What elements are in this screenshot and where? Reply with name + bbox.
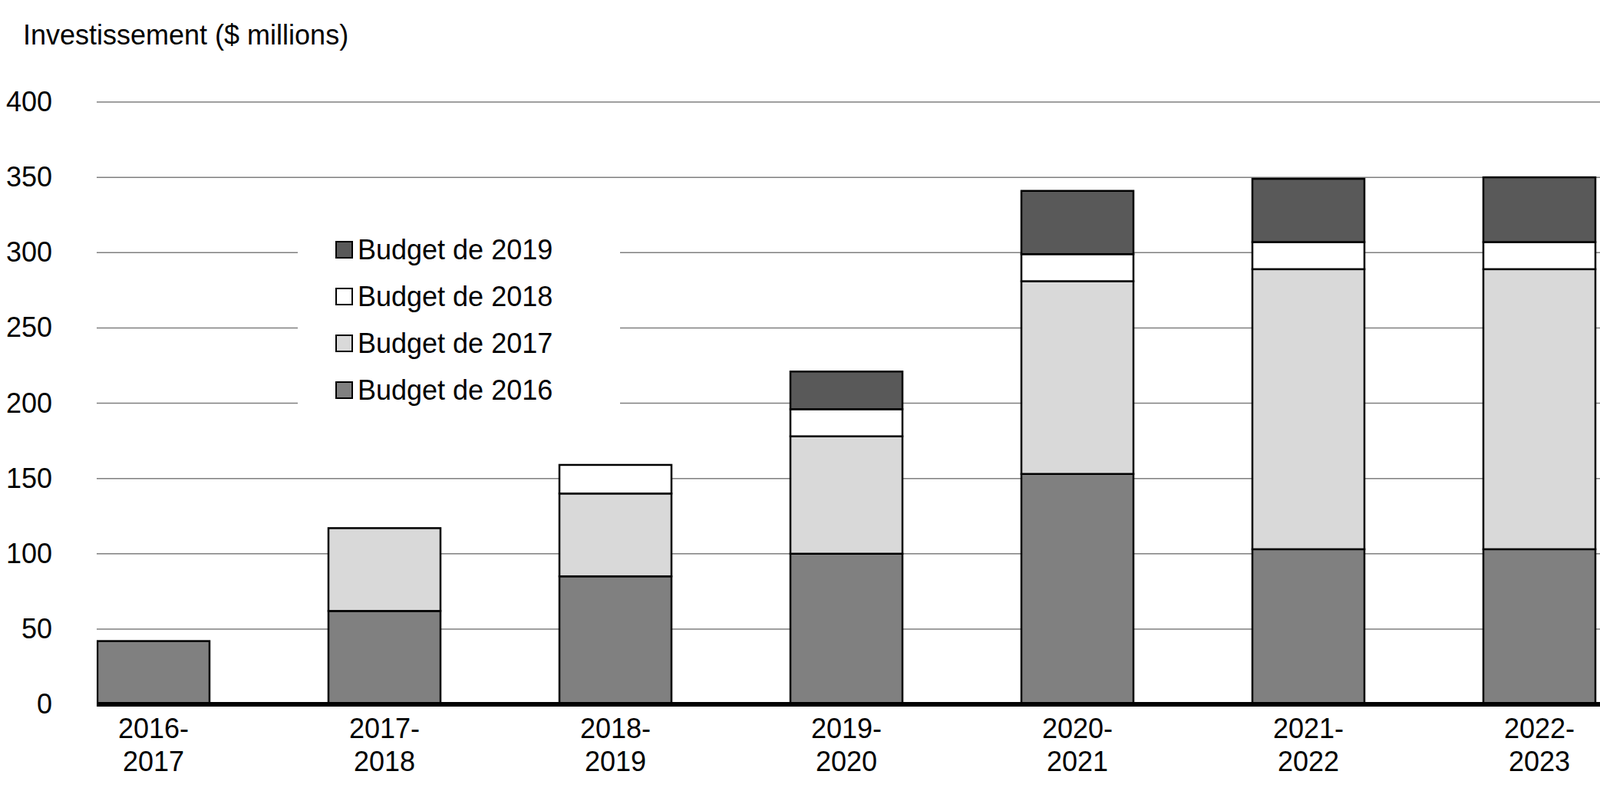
bar-segment bbox=[790, 554, 903, 705]
grid-line bbox=[96, 176, 1600, 179]
y-tick-label: 300 bbox=[6, 236, 53, 268]
bar-segment bbox=[559, 465, 672, 494]
bar-segment bbox=[1252, 242, 1365, 270]
bar-segment bbox=[328, 527, 441, 611]
y-tick-label: 200 bbox=[6, 387, 53, 419]
x-tick-label-line: 2016- bbox=[118, 712, 189, 745]
grid-line bbox=[96, 703, 1600, 706]
x-tick-label-line: 2018- bbox=[580, 712, 651, 745]
x-tick-label-line: 2022 bbox=[1277, 745, 1340, 778]
bar-segment bbox=[559, 576, 672, 705]
bar-segment bbox=[790, 436, 903, 555]
y-tick-label: 0 bbox=[36, 688, 53, 720]
bar-segment bbox=[1021, 191, 1134, 255]
x-tick-label-line: 2019 bbox=[584, 745, 647, 778]
x-tick-label-line: 2021 bbox=[1046, 745, 1109, 778]
bar-segment bbox=[97, 641, 210, 705]
bar-segment bbox=[790, 409, 903, 436]
legend-label: Budget de 2016 bbox=[357, 374, 553, 406]
chart: Investissement ($ millions) 0 50 100 150 200 2… bbox=[0, 0, 1600, 791]
y-axis-title: Investissement ($ millions) bbox=[23, 19, 349, 51]
bar-segment bbox=[328, 610, 441, 705]
x-axis-line bbox=[96, 702, 1600, 707]
bar-segment bbox=[1252, 178, 1365, 242]
x-tick-label-line: 2020- bbox=[1042, 712, 1113, 745]
bar-segment bbox=[1252, 269, 1365, 550]
y-tick-label: 250 bbox=[6, 311, 53, 344]
bar-segment bbox=[1021, 254, 1134, 281]
x-tick-label-line: 2021- bbox=[1273, 712, 1344, 745]
legend-swatch bbox=[336, 241, 353, 258]
x-tick-label-line: 2017- bbox=[349, 712, 420, 745]
grid-line bbox=[96, 101, 1600, 103]
x-tick-label: 2017-2018 bbox=[349, 712, 420, 778]
bar-segment bbox=[790, 371, 903, 410]
y-tick-label: 150 bbox=[6, 462, 53, 495]
legend-swatch bbox=[336, 335, 353, 352]
bars bbox=[97, 177, 1596, 705]
y-tick-label: 400 bbox=[6, 85, 53, 118]
bar-segment bbox=[1483, 242, 1596, 270]
bar-segment bbox=[1483, 549, 1596, 705]
bar-segment bbox=[559, 493, 672, 577]
bar-segment bbox=[1483, 269, 1596, 550]
bar-segment bbox=[1252, 549, 1365, 705]
x-tick-label-line: 2020 bbox=[815, 745, 878, 778]
legend-swatch bbox=[336, 382, 353, 399]
x-tick-label: 2016-2017 bbox=[118, 712, 189, 778]
x-tick-label-line: 2018 bbox=[353, 745, 416, 778]
x-tick-label-line: 2023 bbox=[1508, 745, 1571, 778]
bar-segment bbox=[1021, 281, 1134, 475]
x-tick-label: 2019-2020 bbox=[811, 712, 882, 778]
legend-label: Budget de 2019 bbox=[357, 234, 553, 266]
x-tick-label: 2021-2022 bbox=[1273, 712, 1344, 778]
x-tick-label: 2018-2019 bbox=[580, 712, 651, 778]
x-tick-label: 2022-2023 bbox=[1504, 712, 1575, 778]
y-tick-label: 50 bbox=[21, 613, 53, 645]
y-tick-label: 350 bbox=[6, 161, 53, 193]
bar-segment bbox=[1483, 177, 1596, 242]
legend-background bbox=[297, 228, 621, 424]
legend-label: Budget de 2017 bbox=[357, 327, 553, 360]
legend-label: Budget de 2018 bbox=[357, 280, 553, 313]
x-tick-label-line: 2017 bbox=[122, 745, 185, 778]
x-tick-label-line: 2022- bbox=[1504, 712, 1575, 745]
x-tick-label-line: 2019- bbox=[811, 712, 882, 745]
x-tick-label: 2020-2021 bbox=[1042, 712, 1113, 778]
legend: Budget de 2019 Budget de 2018 Budget de 20… bbox=[297, 228, 621, 424]
y-tick-label: 100 bbox=[6, 537, 53, 570]
bar-segment bbox=[1021, 474, 1134, 705]
legend-swatch bbox=[336, 288, 353, 305]
